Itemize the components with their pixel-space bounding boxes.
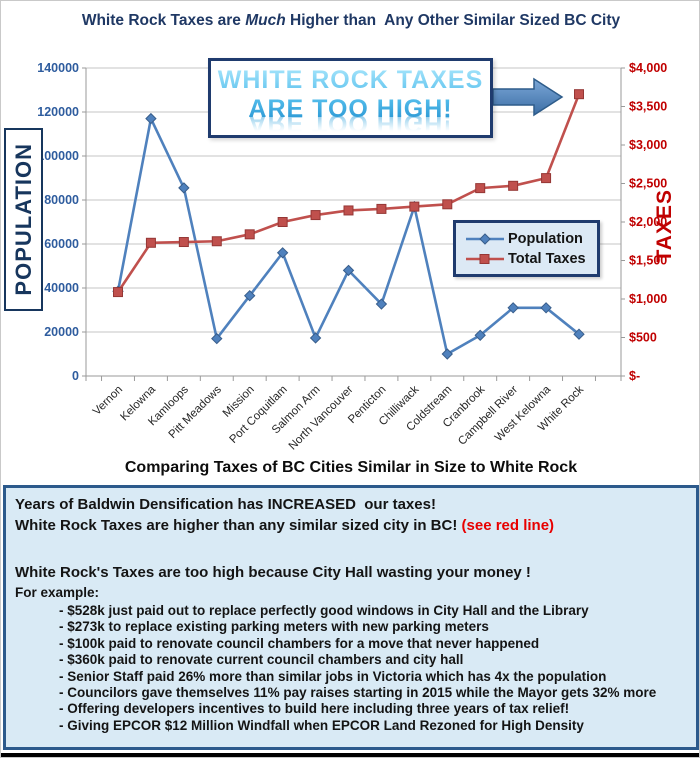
right-axis-tick-label: $1,000 [629,292,667,306]
right-axis-tick-label: $2,000 [629,215,667,229]
title-part2: Higher than Any Other Similar Sized BC C… [285,12,621,29]
callout-line1: WHITE ROCK TAXES [217,66,484,94]
right-axis-title-box: TAXES [651,189,679,263]
taxes-point [113,287,123,298]
population-point [573,328,585,340]
population-point [145,112,157,125]
left-axis-tick-label: 140000 [37,61,79,75]
bottom-black-bar [1,753,699,757]
bullet-item: - Senior Staff paid 26% more than simila… [59,668,607,684]
info-line-higher-taxes-text: White Rock Taxes are higher than any sim… [15,517,462,534]
left-axis-tick-label: 0 [72,369,79,383]
right-axis-tick-label: $500 [629,331,657,345]
legend-item-population: Population [464,231,597,247]
taxes-point [145,237,156,248]
bullet-item: - Offering developers incentives to buil… [59,701,570,717]
population-point [244,289,256,302]
bullet-item: - Councilors gave themselves 11% pay rai… [59,685,657,701]
x-axis-label: Port Coquitlam [227,384,289,446]
right-axis-tick-label: $1,500 [629,254,667,268]
population-point [507,302,519,314]
left-axis-tick-label: 60000 [44,237,79,251]
right-axis-tick-label: $3,500 [629,100,667,114]
population-point [342,264,355,277]
taxes-point [541,173,552,184]
tax-population-chart: 0 20000 40000 60000 80000 100000 120000 140000 $… [37,61,667,453]
left-axis-tick-label: 100000 [37,149,79,163]
page-title: White Rock Taxes are Much Higher than An… [1,12,699,30]
title-emphasis: Much [245,12,286,29]
taxes-point [409,201,420,212]
see-red-line-note: (see red line) [461,517,555,534]
bullet-item: - $100k paid to renovate council chamber… [59,635,540,651]
bullet-item: - $273k to replace existing parking mete… [59,619,489,635]
right-axis-tick-label: $4,000 [629,61,667,75]
info-line-for-example: For example: [15,585,100,600]
taxes-point [244,229,255,240]
taxes-point [574,89,584,100]
population-point [375,298,388,310]
taxes-point [277,217,288,227]
callout-text: WHITE ROCK TAXES ARE TOO HIGH! [211,66,490,124]
info-box: Years of Baldwin Densification has INCRE… [3,485,699,750]
taxes-point [376,203,387,214]
right-axis-title: TAXES [653,189,676,263]
taxes-point [475,183,486,194]
title-part1: White Rock Taxes are [81,12,246,29]
bullet-list: - $528k just paid out to replace perfect… [59,603,688,734]
left-axis-title-box: POPULATION [4,128,43,311]
info-line-higher-taxes: White Rock Taxes are higher than any sim… [15,515,688,536]
right-axis-tick-label: $3,000 [629,138,667,152]
right-axis-tick-label: $2,500 [629,177,667,191]
legend-item-taxes: Total Taxes [464,251,597,267]
population-point [178,182,190,194]
taxes-point [508,180,519,191]
arrow-icon [492,77,564,117]
info-line-densification: Years of Baldwin Densification has INCRE… [15,496,436,513]
callout-line2: ARE TOO HIGH! [248,95,453,123]
bullet-item: - $528k just paid out to replace perfect… [59,603,589,618]
left-axis-tick-label: 20000 [44,325,79,339]
population-point [441,348,453,360]
population-marker-icon [466,232,504,245]
left-axis-tick-label: 80000 [44,193,79,207]
population-point [540,302,552,314]
info-line-too-high: White Rock's Taxes are too high because … [15,564,531,581]
callout-box: WHITE ROCK TAXES ARE TOO HIGH! [208,58,493,138]
population-point [474,329,486,342]
population-point [309,332,322,344]
left-axis-tick-label: 40000 [44,281,79,295]
left-axis-title: POPULATION [10,143,36,296]
population-point [276,247,289,259]
bullet-item: - $360k paid to renovate current council… [59,652,464,668]
bullet-item: - Giving EPCOR $12 Million Windfall when… [59,717,584,733]
chart-subtitle: Comparing Taxes of BC Cities Similar in … [124,459,578,476]
legend-label-population: Population [508,230,583,247]
taxes-point [178,237,189,248]
taxes-point [310,210,321,221]
right-axis-tick-label: $- [629,369,640,383]
taxes-point [442,199,453,210]
taxes-point [343,205,354,216]
taxes-marker-icon [466,253,504,264]
left-axis-tick-label: 120000 [37,105,79,119]
x-axis-label: Campbell River [456,384,520,448]
taxes-point [211,236,222,247]
legend-label-taxes: Total Taxes [508,250,586,267]
chart-legend: Population Total Taxes [453,220,600,277]
population-point [211,332,223,345]
